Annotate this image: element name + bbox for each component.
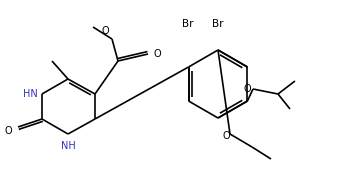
Text: NH: NH xyxy=(61,141,75,151)
Text: O: O xyxy=(222,131,230,141)
Text: O: O xyxy=(101,26,109,36)
Text: HN: HN xyxy=(23,89,37,99)
Text: O: O xyxy=(153,49,161,59)
Text: O: O xyxy=(4,126,12,136)
Text: O: O xyxy=(243,84,251,94)
Text: Br: Br xyxy=(182,19,194,29)
Text: Br: Br xyxy=(212,19,224,29)
